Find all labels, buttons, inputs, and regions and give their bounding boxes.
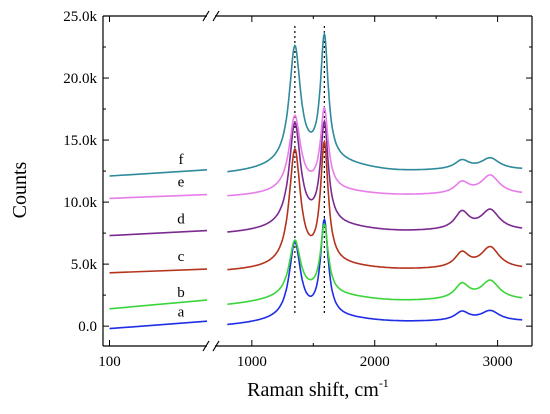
series-a	[109, 217, 523, 330]
series-c	[109, 139, 523, 274]
series-d	[109, 119, 523, 237]
series-e-low-segment	[109, 193, 208, 200]
y-tick-label: 5.0k	[71, 257, 98, 273]
y-tick-label: 15.0k	[63, 133, 97, 149]
series-label-d: d	[177, 212, 185, 228]
axis-break-mark	[202, 10, 210, 22]
plot-frame	[102, 10, 533, 352]
y-tick-label: 20.0k	[63, 71, 97, 87]
series-d-high-segment	[227, 119, 523, 233]
series-f	[109, 31, 523, 177]
series-b	[109, 222, 523, 310]
series-label-e: e	[178, 174, 185, 190]
axis-break-mark	[212, 10, 220, 22]
x-tick-label: 3000	[483, 354, 513, 370]
series-f-high-segment	[227, 31, 523, 173]
series-e-high-segment	[227, 105, 523, 197]
series-a-high-segment	[227, 217, 523, 326]
y-tick-label: 25.0k	[63, 9, 97, 25]
series-a-low-segment	[109, 320, 208, 330]
series-label-b: b	[177, 285, 185, 301]
series-f-low-segment	[109, 169, 208, 177]
x-tick-label: 100	[98, 354, 121, 370]
x-axis-title-main: Raman shift, cm	[247, 379, 379, 401]
series-label-c: c	[178, 249, 185, 265]
labels-layer: 0.0 5.0k 10.0k 15.0k 20.0k 25.0k 100 1000 2000 30…	[63, 9, 512, 370]
series-b-high-segment	[227, 222, 523, 305]
series-label-f: f	[179, 152, 184, 168]
x-tick-label: 1000	[237, 354, 267, 370]
series-d-low-segment	[109, 229, 208, 237]
series-label-a: a	[178, 305, 185, 321]
x-tick-label: 2000	[360, 354, 390, 370]
series-b-low-segment	[109, 299, 208, 310]
y-axis-title: Counts	[9, 161, 31, 218]
series-c-high-segment	[227, 139, 523, 271]
y-tick-label: 0.0	[78, 319, 97, 335]
series-e	[109, 105, 523, 200]
series-layer	[109, 31, 523, 330]
axis-break-mark	[212, 340, 220, 352]
x-axis-title-superscript: -1	[379, 376, 389, 390]
x-axis-title: Raman shift, cm-1	[247, 376, 389, 401]
axis-break-mark	[202, 340, 210, 352]
y-tick-label: 10.0k	[63, 195, 97, 211]
series-c-low-segment	[109, 268, 208, 274]
